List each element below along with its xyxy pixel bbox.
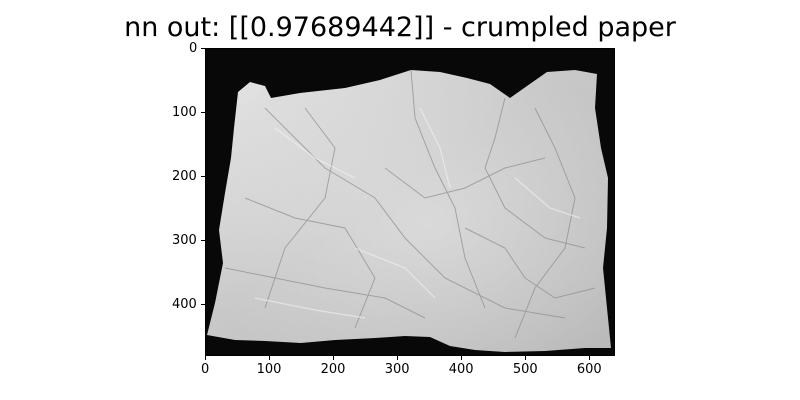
x-tick-mark bbox=[268, 356, 270, 360]
crumpled-paper-image bbox=[205, 48, 615, 356]
x-tick-mark bbox=[332, 356, 334, 360]
y-tick-label: 200 bbox=[172, 168, 197, 184]
x-tick-label: 500 bbox=[512, 362, 538, 377]
x-tick-mark bbox=[204, 356, 206, 360]
x-tick-mark bbox=[396, 356, 398, 360]
y-tick-mark bbox=[201, 304, 205, 306]
x-tick-label: 300 bbox=[384, 362, 410, 377]
x-tick-label: 100 bbox=[256, 362, 282, 377]
y-tick-label: 300 bbox=[172, 233, 197, 248]
y-tick-mark bbox=[201, 47, 205, 49]
x-tick-label: 0 bbox=[201, 362, 210, 377]
paper-highlights bbox=[254, 107, 581, 319]
y-tick-mark bbox=[201, 175, 205, 177]
x-tick-label: 600 bbox=[576, 362, 602, 377]
y-tick-label: 400 bbox=[172, 297, 197, 313]
x-tick-mark bbox=[524, 356, 526, 360]
x-tick-mark bbox=[460, 356, 462, 360]
x-tick-mark bbox=[588, 356, 590, 360]
plot-title: nn out: [[0.97689442]] - crumpled paper bbox=[124, 12, 676, 43]
paper-creases bbox=[224, 69, 596, 339]
y-tick-mark bbox=[201, 240, 205, 241]
y-tick-label: 100 bbox=[172, 104, 197, 120]
x-tick-label: 400 bbox=[448, 362, 474, 377]
image-axes bbox=[205, 48, 615, 356]
y-tick-label: 0 bbox=[189, 40, 198, 56]
y-tick-mark bbox=[201, 111, 205, 113]
x-tick-label: 200 bbox=[320, 362, 346, 377]
